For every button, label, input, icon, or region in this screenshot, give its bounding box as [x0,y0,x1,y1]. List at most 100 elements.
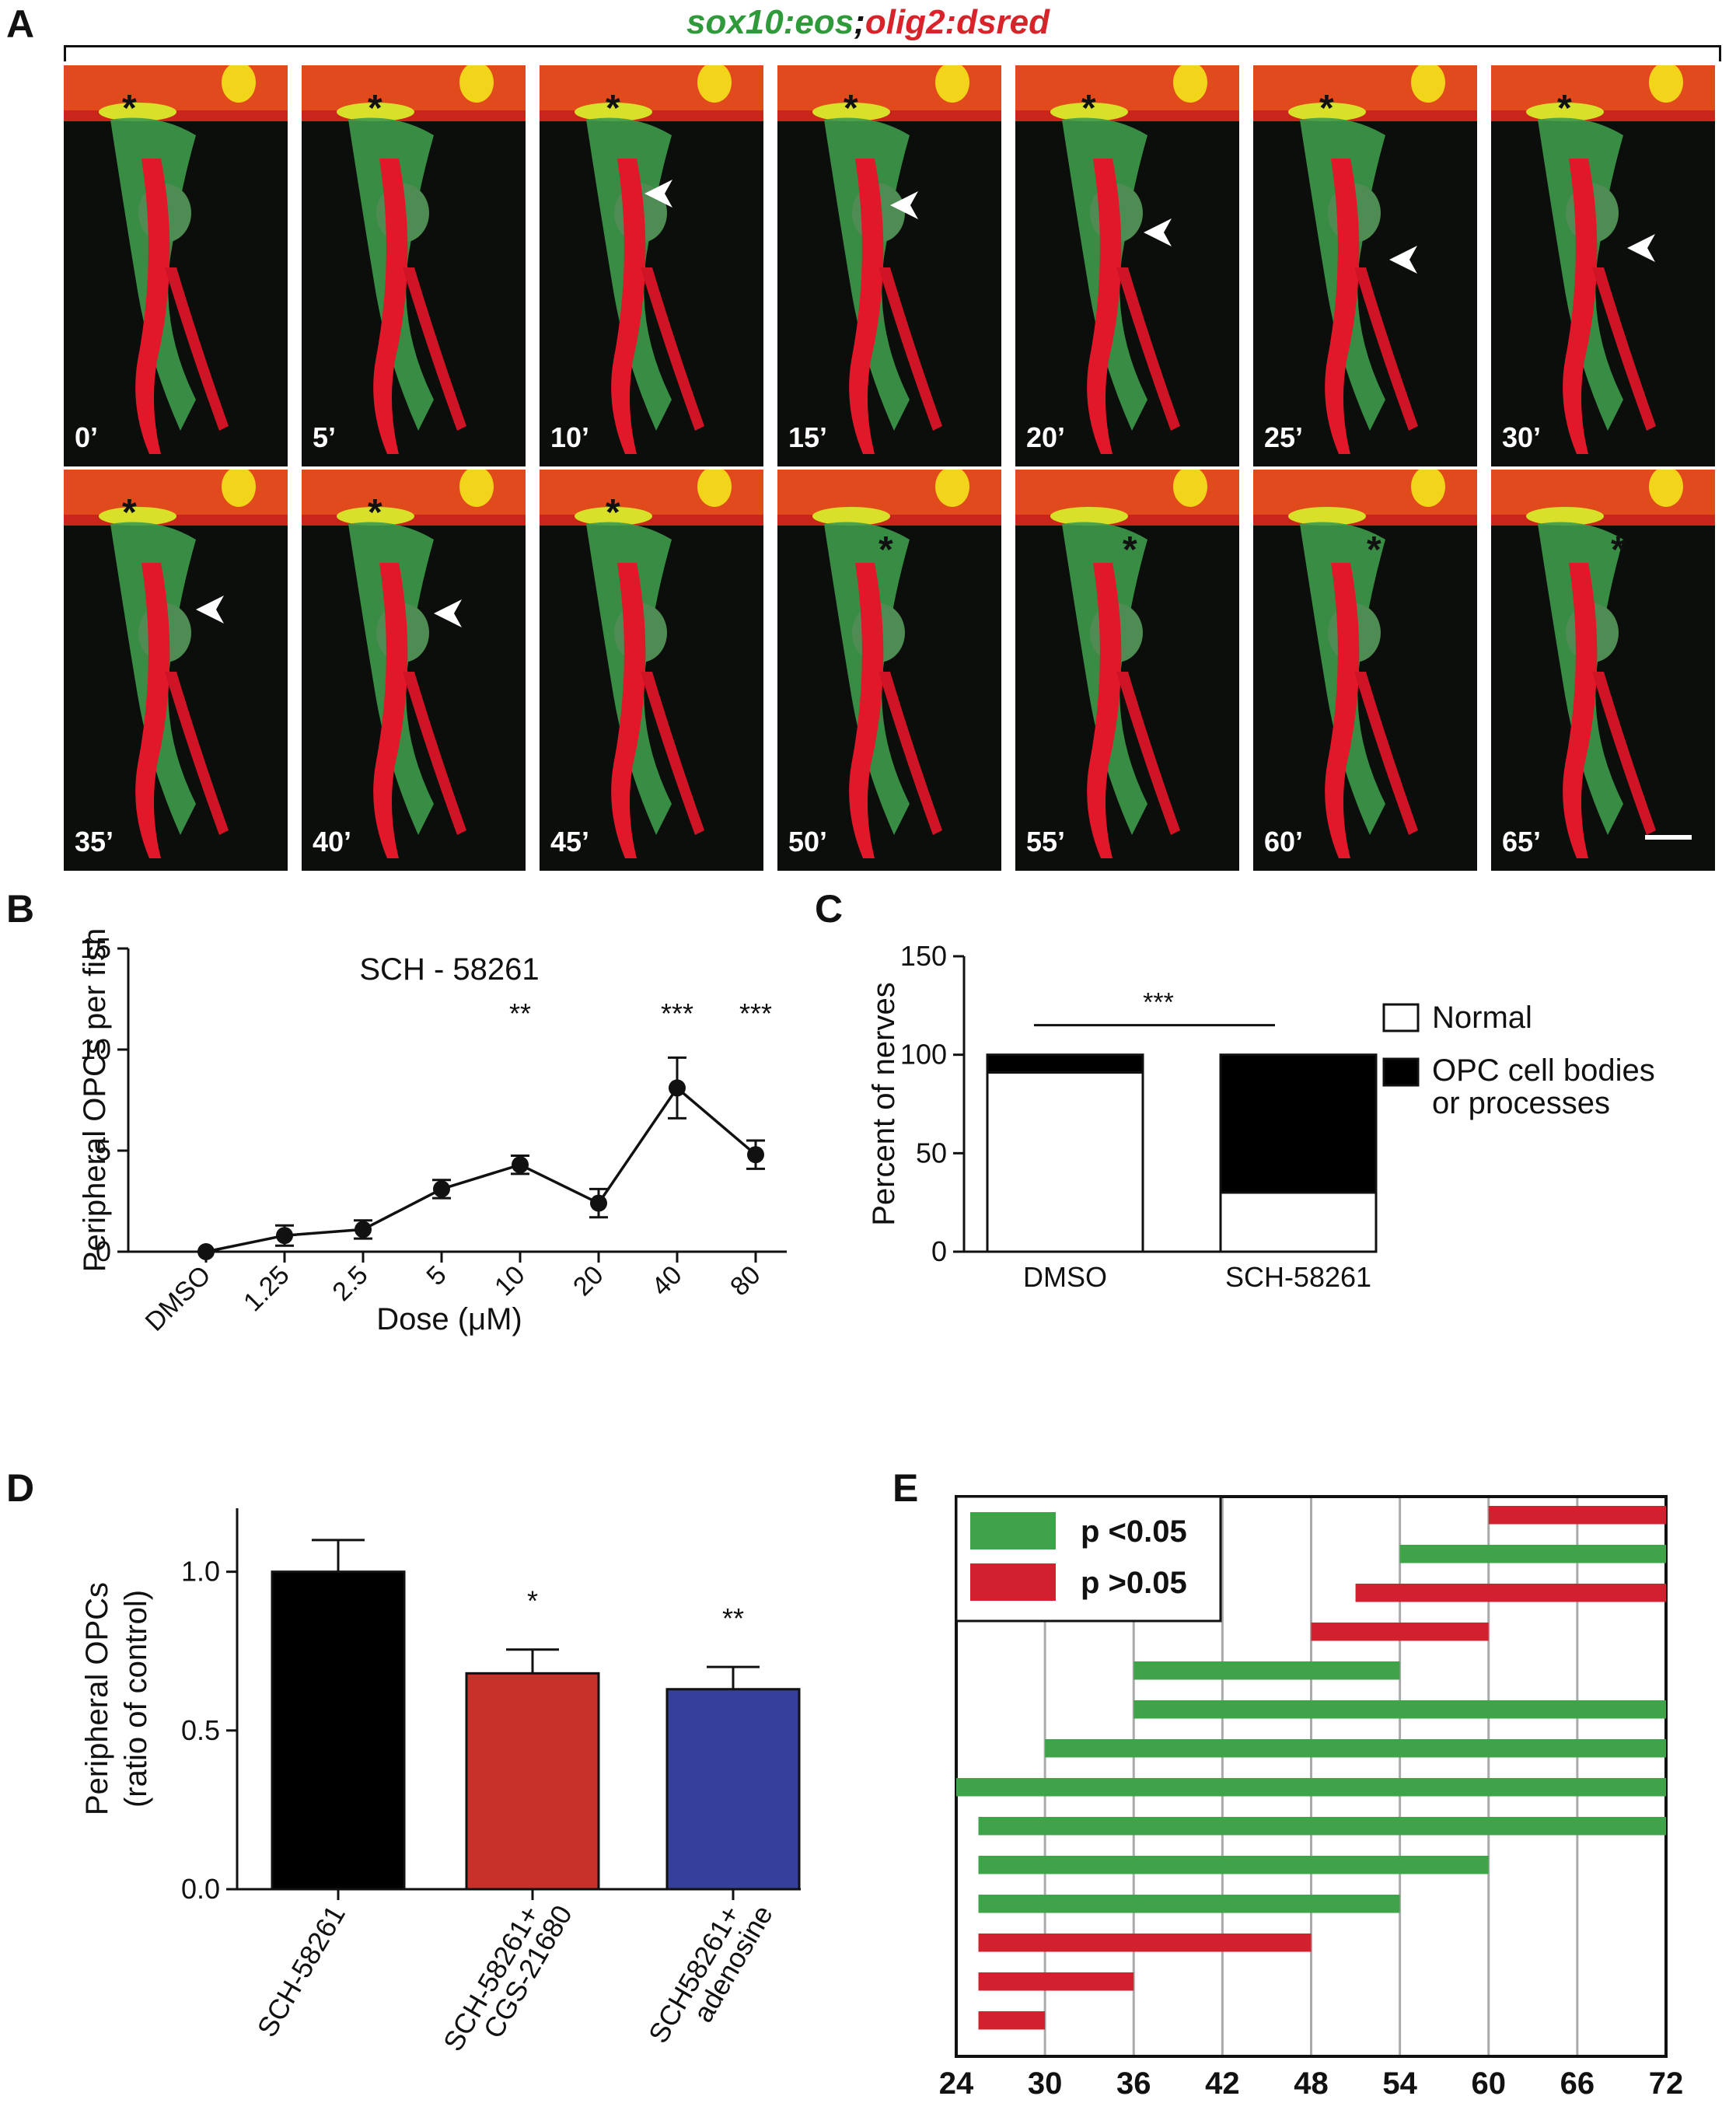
red-nerve [1087,159,1122,454]
title-olig2: olig2:dsred [865,3,1050,41]
time-label: 50’ [788,826,828,858]
range-bar-nonsignificant [978,2011,1046,2030]
yellow-band [1050,103,1128,121]
red-nerve [849,159,884,454]
timelapse-frame: * 5’ [302,65,526,466]
red-nerve-branch [878,267,942,431]
timelapse-frame: * 20’ [1015,65,1239,466]
yellow-band [575,507,652,526]
yellow-cell [1173,470,1207,507]
frame-image [777,65,1001,454]
arrowhead-icon [644,180,672,208]
yellow-band [99,103,176,121]
data-point [355,1221,372,1238]
x-tick-label: SCH-58261 [250,1900,351,2042]
data-point [669,1079,686,1097]
frame-image [1491,470,1715,858]
timelapse-frame: * 0’ [64,65,288,466]
frame-image [64,470,288,858]
range-bar-significant [978,1817,1666,1836]
range-bar-significant [978,1895,1400,1913]
yellow-band [812,507,890,526]
asterisk-marker: * [368,88,382,129]
y-tick-label: 0 [931,1235,947,1267]
range-bar-significant [956,1778,1666,1797]
y-tick-label: 5 [96,1134,111,1166]
range-bar-significant [1133,1661,1400,1680]
x-tick-label: 80 [725,1260,767,1302]
x-tick-label: 20 [568,1260,610,1302]
yellow-band [1526,103,1604,121]
asterisk-marker: * [606,492,620,533]
arrowhead-icon [890,191,918,219]
x-tick-label: DMSO [1023,1261,1107,1293]
yellow-cell [697,65,732,103]
bar [465,1672,600,1891]
red-nerve [611,159,646,454]
time-label: 45’ [550,826,590,858]
chart-d: 0.00.51.0SCH-58261*SCH-58261+CGS-21680**… [80,1508,801,2056]
red-nerve [1563,563,1598,858]
range-bar-significant [1133,1700,1666,1719]
x-tick-label: 60 [1472,2066,1507,2101]
yellow-cell [459,65,494,103]
timelapse-bracket [64,45,1721,61]
significance-marker: * [527,1585,538,1617]
chart-b-title: SCH - 58261 [359,952,539,987]
asterisk-marker: * [1123,529,1137,571]
legend-swatch [970,1512,1056,1549]
scale-bar [1645,835,1692,840]
time-label: 15’ [788,421,828,453]
yellow-cell [1649,470,1683,507]
time-label: 5’ [313,421,337,453]
arrowhead-icon [1627,234,1655,262]
x-tick-label: SCH-58261 [1225,1261,1371,1293]
yellow-cell [935,65,969,103]
yellow-cell [935,470,969,507]
data-point [512,1156,529,1174]
yellow-cell [1173,65,1207,103]
y-tick-label: 50 [916,1137,947,1169]
asterisk-marker: * [1557,88,1572,129]
red-nerve [1563,159,1598,454]
yellow-band [337,103,414,121]
asterisk-marker: * [1611,529,1626,571]
x-tick-label: 36 [1116,2066,1151,2101]
asterisk-marker: * [368,492,382,533]
x-tick-label: 1.25 [238,1260,295,1318]
red-nerve [1087,563,1122,858]
series-line [205,1085,757,1253]
yellow-band [99,507,176,526]
x-tick-label: 54 [1382,2066,1417,2101]
red-nerve-branch [403,672,466,835]
range-bar-significant [1399,1545,1666,1563]
yellow-cell [1411,65,1445,103]
panel-letter-b: B [6,887,35,931]
x-tick-label: DMSO [140,1260,217,1337]
legend-label: p >0.05 [1081,1566,1187,1600]
timelapse-frame: * 15’ [777,65,1001,466]
asterisk-marker: * [878,529,893,571]
red-nerve [135,563,170,858]
timelapse-frame: * 50’ [777,470,1001,871]
time-label: 65’ [1502,826,1542,858]
red-nerve [849,563,884,858]
arrowhead-icon [1144,218,1172,246]
asterisk-marker: * [122,492,137,533]
frame-image [302,65,526,454]
red-nerve-branch [641,267,704,431]
frame-image [540,470,763,858]
y-tick-label: 10 [80,1033,111,1065]
red-nerve [373,159,408,454]
red-nerve-branch [1354,672,1418,835]
yellow-cell [1649,65,1683,103]
yellow-band [1288,507,1366,526]
time-label: 25’ [1264,421,1304,453]
time-label: 60’ [1264,826,1304,858]
chart-e-xlabel: Hours post fertilization [1133,2105,1489,2110]
yellow-cell [459,470,494,507]
x-tick-label: 66 [1560,2066,1595,2101]
y-tick-label: 0 [96,1235,111,1267]
panel-letter-c: C [815,887,844,931]
chart-d-ylabel-line1: Peripheral OPCs [80,1582,114,1815]
